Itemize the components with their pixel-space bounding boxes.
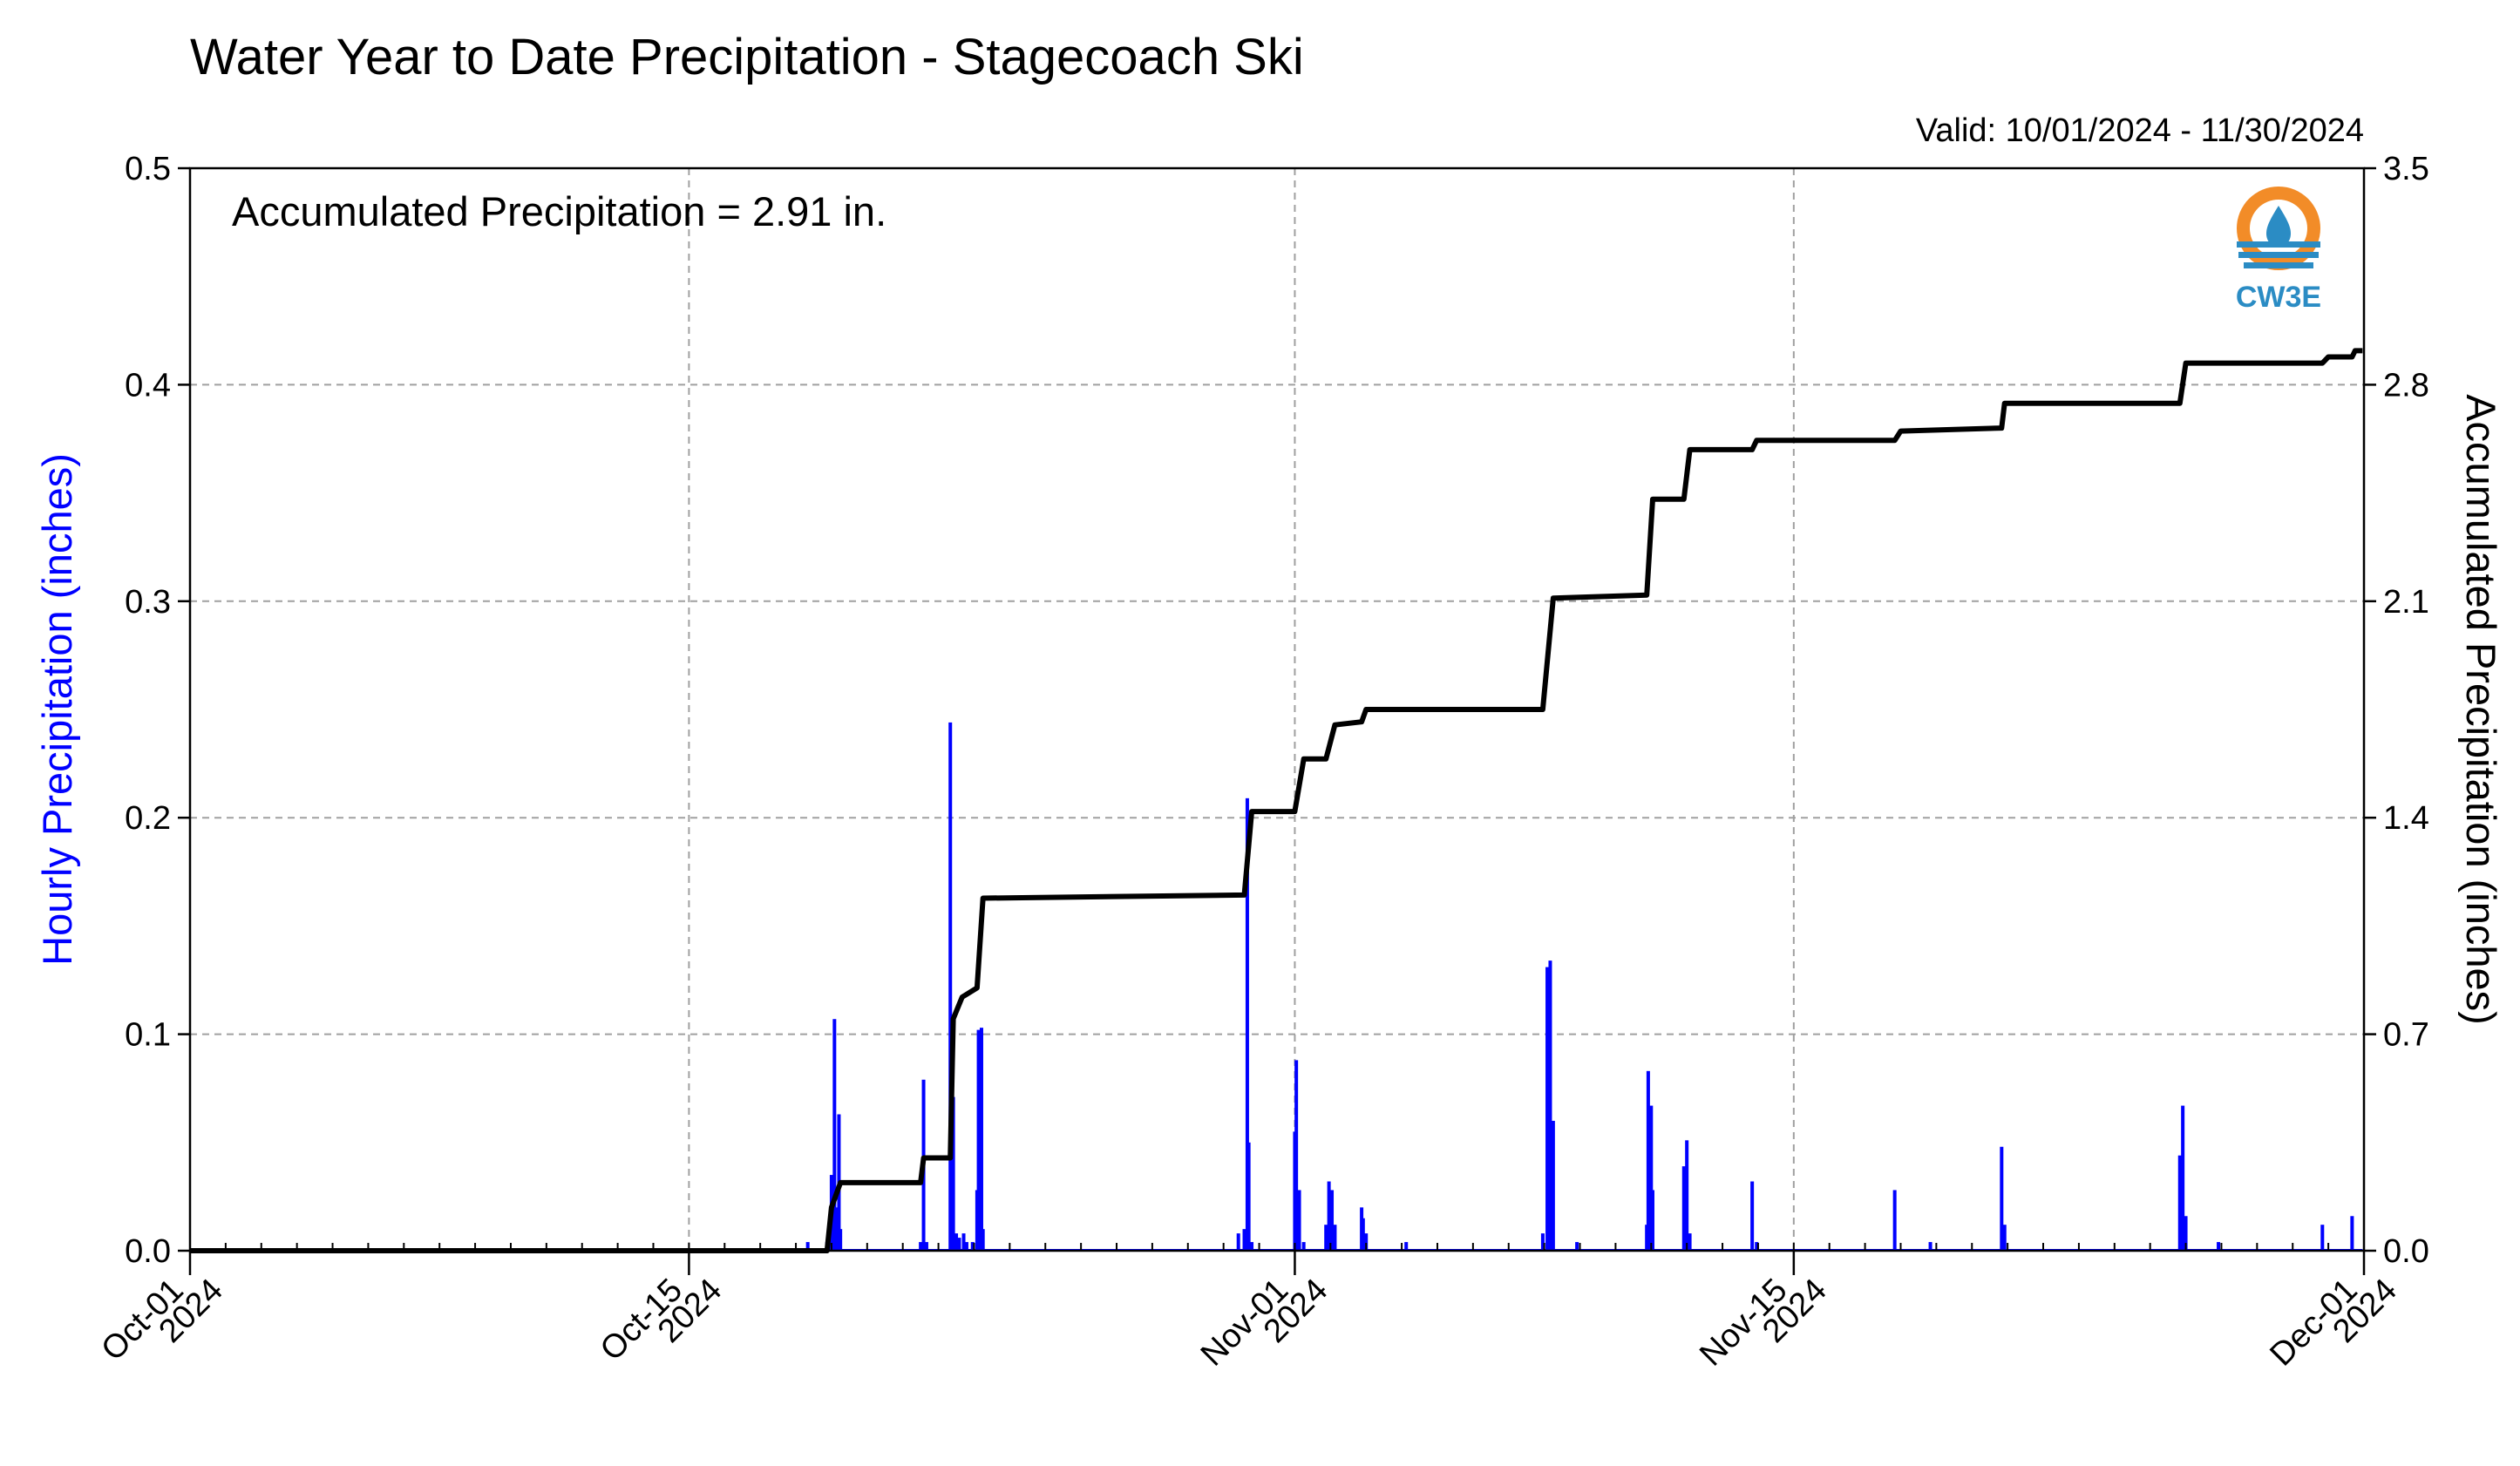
precip-bar [1545, 967, 1550, 1251]
precip-bar [2350, 1216, 2354, 1251]
y-left-tick-label: 0.1 [125, 1017, 171, 1054]
precip-bar [1236, 1233, 1240, 1251]
y-axis-label-right: Accumulated Precipitation (inches) [2458, 394, 2504, 1025]
precip-bar [1245, 797, 1249, 1251]
precip-bar [1750, 1181, 1755, 1251]
precip-bar [1301, 1242, 1306, 1251]
y-right-tick-label: 1.4 [2383, 800, 2429, 837]
y-axis-label-left: Hourly Precipitation (inches) [34, 453, 80, 966]
chart-title: Water Year to Date Precipitation - Stage… [190, 29, 1304, 85]
precip-bar [1404, 1242, 1409, 1251]
y-right-tick-label: 0.0 [2383, 1233, 2429, 1270]
precip-bar [954, 1233, 959, 1251]
precip-bar [2181, 1105, 2185, 1251]
accumulated-precip-line [190, 348, 2363, 1253]
accumulated-annotation: Accumulated Precipitation = 2.91 in. [232, 188, 886, 234]
precip-bar [951, 1096, 955, 1251]
gridlines [190, 168, 2364, 1251]
precip-bar [976, 1029, 981, 1251]
y-left-tick-label: 0.3 [125, 584, 171, 621]
precip-bar [839, 1229, 843, 1251]
precip-bar [1928, 1242, 1932, 1251]
logo-wave-icon [2237, 241, 2320, 248]
precip-bar [1330, 1190, 1335, 1251]
y-right-tick-label: 3.5 [2383, 151, 2429, 187]
precip-bar [1649, 1105, 1654, 1251]
precip-bar [2177, 1155, 2182, 1251]
precip-bar [1892, 1190, 1897, 1251]
precip-bar [1650, 1190, 1654, 1251]
precip-bar [805, 1242, 810, 1251]
precip-bar [1646, 1070, 1650, 1251]
precip-bar [1540, 1233, 1545, 1251]
precip-bar [979, 1028, 983, 1251]
y-left-tick-label: 0.0 [125, 1233, 171, 1270]
y-right-tick-label: 2.8 [2383, 367, 2429, 404]
precip-bar [2000, 1146, 2004, 1251]
precip-bar [1250, 1242, 1254, 1251]
logo-text: CW3E [2236, 281, 2321, 314]
precip-bar [1333, 1225, 1337, 1251]
precip-bar [948, 722, 953, 1251]
y-right-tick-label: 2.1 [2383, 584, 2429, 621]
precip-bar [919, 1242, 923, 1251]
precip-bar [2320, 1225, 2325, 1251]
y-left-tick-label: 0.5 [125, 151, 171, 187]
precip-bar [1297, 1190, 1301, 1251]
precip-bar [957, 1238, 961, 1251]
y-right-tick-label: 0.7 [2383, 1017, 2429, 1054]
precip-bar [1548, 960, 1552, 1251]
precip-bar [1361, 1218, 1365, 1251]
precip-bar [1246, 1142, 1251, 1251]
precip-bar [1242, 1229, 1246, 1251]
precip-bar [1685, 1140, 1689, 1251]
y-left-tick-label: 0.4 [125, 367, 171, 404]
precip-bar [1364, 1233, 1369, 1251]
precip-bar [924, 1242, 928, 1251]
precip-bar [981, 1229, 985, 1251]
logo-drop-icon [2266, 206, 2291, 247]
precip-bar [961, 1233, 966, 1251]
valid-range: Valid: 10/01/2024 - 11/30/2024 [1916, 112, 2364, 149]
precip-bar [1294, 1060, 1299, 1251]
precip-bar [1551, 1120, 1555, 1251]
precip-bar [1327, 1181, 1331, 1251]
plot-frame [188, 166, 2366, 1252]
precip-bar [1324, 1225, 1328, 1251]
precip-bar [1681, 1166, 1686, 1251]
hourly-precip-bars [796, 722, 2363, 1251]
precip-bar [1688, 1233, 1692, 1251]
precip-bar [964, 1242, 968, 1251]
precip-bar [832, 1019, 837, 1251]
precip-bar [2184, 1216, 2188, 1251]
y-left-tick-label: 0.2 [125, 800, 171, 837]
cw3e-logo: CW3E [2236, 187, 2321, 314]
precip-bar [2217, 1242, 2221, 1251]
precip-bar [2002, 1225, 2007, 1251]
precip-bar [1755, 1242, 1759, 1251]
accumulated-precip-line-group [190, 348, 2363, 1253]
precip-bar [1575, 1242, 1579, 1251]
precip-bar [970, 1242, 975, 1251]
